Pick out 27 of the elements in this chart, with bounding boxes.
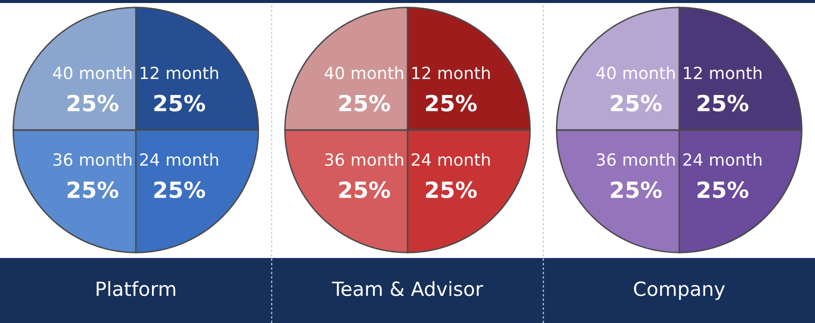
slice-label: 36 month (596, 153, 675, 166)
data-label: 25% (339, 94, 390, 112)
slice-label: 12 month (140, 66, 218, 80)
data-label: 25% (698, 181, 748, 198)
data-label: 25% (154, 181, 206, 198)
slice-label: 40 month (596, 66, 675, 80)
text: Platform (96, 281, 176, 296)
data-label: 25% (68, 181, 118, 198)
data-label: 25% (426, 181, 477, 198)
data-label: 25% (611, 94, 662, 112)
slice-label: 36 month (325, 153, 404, 166)
slice-label: 12 month (684, 66, 762, 80)
data-label: 25% (154, 94, 206, 112)
data-label: 25% (68, 94, 118, 112)
slice-label: 40 month (53, 66, 132, 80)
data-label: 25% (339, 181, 390, 198)
data-label: 25% (698, 94, 748, 112)
slice-label: 12 month (412, 66, 490, 80)
slice-label: 24 month (140, 153, 218, 166)
data-label: 25% (611, 181, 662, 198)
text: Team & Advisor (332, 281, 484, 296)
slice-label: 24 month (683, 153, 762, 166)
text: Company (634, 281, 725, 300)
slice-label: 36 month (53, 153, 132, 166)
data-label: 25% (426, 94, 477, 112)
slice-label: 40 month (324, 66, 404, 80)
slice-label: 24 month (412, 153, 490, 166)
